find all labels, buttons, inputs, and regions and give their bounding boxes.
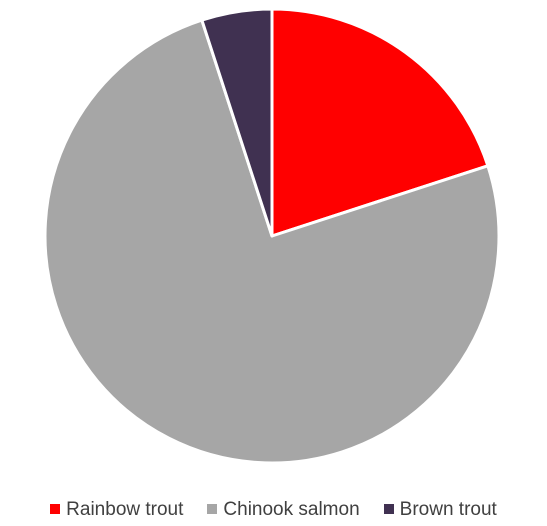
legend-swatch-brown-trout [383,504,394,514]
legend-swatch-rainbow-trout [50,504,61,514]
legend-item-chinook-salmon: Chinook salmon [207,498,360,520]
legend-swatch-chinook-salmon [207,504,218,514]
legend-label-rainbow-trout: Rainbow trout [66,498,184,520]
pie-slice-rainbow-trout [270,7,490,238]
legend: Rainbow trout Chinook salmon Brown trout [0,496,547,522]
legend-label-brown-trout: Brown trout [399,498,497,520]
pie-slice-chinook-salmon [43,18,501,465]
legend-item-rainbow-trout: Rainbow trout [50,500,183,519]
legend-label-chinook-salmon: Chinook salmon [223,498,360,520]
legend-item-brown-trout: Brown trout [383,498,497,520]
chart-area [43,7,501,465]
pie-chart [43,7,501,465]
pie-slice-brown-trout [200,7,274,238]
